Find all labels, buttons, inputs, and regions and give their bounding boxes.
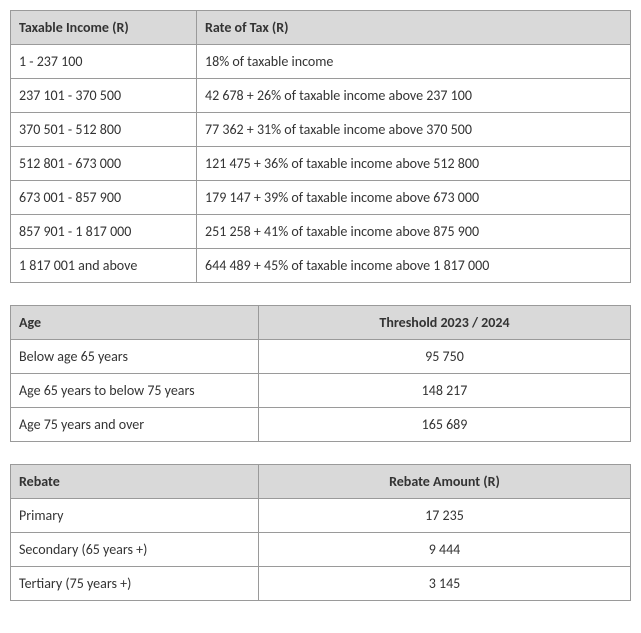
tax-rate-cell: 77 362 + 31% of taxable income above 370… [197, 113, 631, 147]
table-row: Tertiary (75 years +) 3 145 [11, 567, 631, 601]
table-row: Age 75 years and over 165 689 [11, 408, 631, 442]
tax-rate-cell: 42 678 + 26% of taxable income above 237… [197, 79, 631, 113]
tax-brackets-table: Taxable Income (R) Rate of Tax (R) 1 - 2… [10, 10, 631, 283]
table-row: 673 001 - 857 900 179 147 + 39% of taxab… [11, 181, 631, 215]
table-row: 1 817 001 and above 644 489 + 45% of tax… [11, 249, 631, 283]
rebate-amount-cell: 3 145 [259, 567, 631, 601]
tax-header-income: Taxable Income (R) [11, 11, 197, 45]
tax-income-cell: 857 901 - 1 817 000 [11, 215, 197, 249]
table-row: Secondary (65 years +) 9 444 [11, 533, 631, 567]
tax-header-rate: Rate of Tax (R) [197, 11, 631, 45]
tax-rate-cell: 644 489 + 45% of taxable income above 1 … [197, 249, 631, 283]
rebate-type-cell: Primary [11, 499, 259, 533]
tax-income-cell: 370 501 - 512 800 [11, 113, 197, 147]
rebate-amount-cell: 9 444 [259, 533, 631, 567]
threshold-value-cell: 165 689 [259, 408, 631, 442]
rebate-header-type: Rebate [11, 465, 259, 499]
tax-rate-cell: 121 475 + 36% of taxable income above 51… [197, 147, 631, 181]
table-row: Primary 17 235 [11, 499, 631, 533]
tax-rate-cell: 179 147 + 39% of taxable income above 67… [197, 181, 631, 215]
table-row: Below age 65 years 95 750 [11, 340, 631, 374]
threshold-table: Age Threshold 2023 / 2024 Below age 65 y… [10, 305, 631, 442]
rebate-amount-cell: 17 235 [259, 499, 631, 533]
table-row: 370 501 - 512 800 77 362 + 31% of taxabl… [11, 113, 631, 147]
threshold-value-cell: 148 217 [259, 374, 631, 408]
threshold-header-value: Threshold 2023 / 2024 [259, 306, 631, 340]
tax-rate-cell: 251 258 + 41% of taxable income above 87… [197, 215, 631, 249]
threshold-age-cell: Age 75 years and over [11, 408, 259, 442]
table-row: 512 801 - 673 000 121 475 + 36% of taxab… [11, 147, 631, 181]
rebate-table: Rebate Rebate Amount (R) Primary 17 235 … [10, 464, 631, 601]
threshold-age-cell: Age 65 years to below 75 years [11, 374, 259, 408]
rebate-type-cell: Tertiary (75 years +) [11, 567, 259, 601]
tax-income-cell: 673 001 - 857 900 [11, 181, 197, 215]
tax-rate-cell: 18% of taxable income [197, 45, 631, 79]
tax-income-cell: 1 817 001 and above [11, 249, 197, 283]
table-row: 857 901 - 1 817 000 251 258 + 41% of tax… [11, 215, 631, 249]
threshold-age-cell: Below age 65 years [11, 340, 259, 374]
rebate-type-cell: Secondary (65 years +) [11, 533, 259, 567]
tax-income-cell: 512 801 - 673 000 [11, 147, 197, 181]
tax-income-cell: 1 - 237 100 [11, 45, 197, 79]
table-row: Age 65 years to below 75 years 148 217 [11, 374, 631, 408]
tax-income-cell: 237 101 - 370 500 [11, 79, 197, 113]
table-row: 237 101 - 370 500 42 678 + 26% of taxabl… [11, 79, 631, 113]
threshold-value-cell: 95 750 [259, 340, 631, 374]
table-row: 1 - 237 100 18% of taxable income [11, 45, 631, 79]
rebate-header-amount: Rebate Amount (R) [259, 465, 631, 499]
threshold-header-age: Age [11, 306, 259, 340]
